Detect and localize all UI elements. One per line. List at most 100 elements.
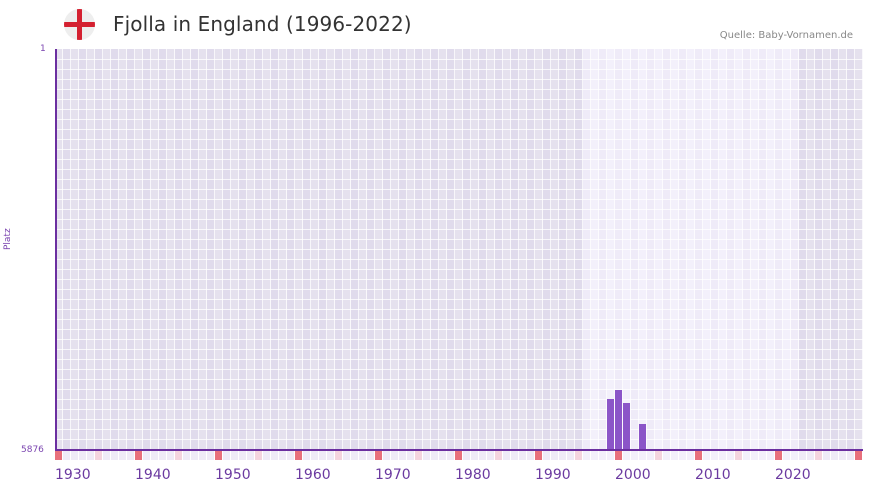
- grid-line: [55, 409, 863, 410]
- year-marker: [591, 451, 598, 460]
- grid-line: [55, 119, 863, 120]
- year-marker: [135, 451, 142, 460]
- year-marker: [511, 451, 518, 460]
- year-marker: [743, 451, 750, 460]
- grid-line: [55, 99, 863, 100]
- year-marker: [287, 451, 294, 460]
- year-marker: [191, 451, 198, 460]
- grid-line: [55, 389, 863, 390]
- grid-line: [55, 109, 863, 110]
- year-marker: [767, 451, 774, 460]
- year-marker: [639, 451, 646, 460]
- grid-line: [55, 249, 863, 250]
- year-marker: [223, 451, 230, 460]
- year-marker: [527, 451, 534, 460]
- grid-line: [55, 299, 863, 300]
- x-tick-label: 1960: [295, 467, 331, 483]
- grid-line: [55, 169, 863, 170]
- grid-line: [55, 179, 863, 180]
- grid-line: [55, 189, 863, 190]
- year-marker: [143, 451, 150, 460]
- year-marker: [735, 451, 742, 460]
- year-marker: [439, 451, 446, 460]
- x-axis-line: [55, 449, 863, 451]
- grid-line: [55, 149, 863, 150]
- year-marker: [703, 451, 710, 460]
- rank-bar[interactable]: [639, 423, 646, 450]
- grid-line: [55, 309, 863, 310]
- year-marker: [391, 451, 398, 460]
- year-marker: [535, 451, 542, 460]
- grid-line: [55, 419, 863, 420]
- y-tick-bottom: 5876: [21, 445, 44, 455]
- year-marker: [239, 451, 246, 460]
- year-marker: [647, 451, 654, 460]
- year-marker: [103, 451, 110, 460]
- year-marker: [375, 451, 382, 460]
- year-marker: [839, 451, 846, 460]
- year-marker: [607, 451, 614, 460]
- year-marker: [487, 451, 494, 460]
- year-marker: [199, 451, 206, 460]
- grid-line: [55, 279, 863, 280]
- year-marker: [247, 451, 254, 460]
- year-marker: [359, 451, 366, 460]
- year-marker: [575, 451, 582, 460]
- grid-line: [55, 399, 863, 400]
- year-marker: [159, 451, 166, 460]
- year-marker: [271, 451, 278, 460]
- grid-line: [55, 219, 863, 220]
- year-marker: [655, 451, 662, 460]
- year-marker: [727, 451, 734, 460]
- x-tick-label: 2000: [615, 467, 651, 483]
- rank-bar[interactable]: [615, 389, 622, 450]
- year-marker: [407, 451, 414, 460]
- x-tick-label: 2010: [695, 467, 731, 483]
- year-marker: [463, 451, 470, 460]
- grid-line: [55, 239, 863, 240]
- x-tick-label: 1970: [375, 467, 411, 483]
- year-marker: [95, 451, 102, 460]
- x-tick-label: 1950: [215, 467, 251, 483]
- rank-bar[interactable]: [607, 399, 614, 450]
- year-marker: [823, 451, 830, 460]
- grid-line: [55, 369, 863, 370]
- year-marker: [751, 451, 758, 460]
- year-marker: [351, 451, 358, 460]
- year-marker: [279, 451, 286, 460]
- year-marker: [711, 451, 718, 460]
- year-marker: [671, 451, 678, 460]
- year-marker: [231, 451, 238, 460]
- year-marker: [175, 451, 182, 460]
- year-marker: [63, 451, 70, 460]
- year-marker: [335, 451, 342, 460]
- plot-area: [55, 49, 863, 450]
- rank-bar[interactable]: [623, 402, 630, 450]
- year-marker: [471, 451, 478, 460]
- year-marker: [831, 451, 838, 460]
- year-marker: [423, 451, 430, 460]
- year-marker: [599, 451, 606, 460]
- year-marker: [367, 451, 374, 460]
- year-marker: [799, 451, 806, 460]
- grid-line: [55, 159, 863, 160]
- grid-line: [55, 79, 863, 80]
- year-marker: [815, 451, 822, 460]
- x-tick-label: 2020: [775, 467, 811, 483]
- year-marker: [87, 451, 94, 460]
- grid-line: [55, 379, 863, 380]
- year-marker: [495, 451, 502, 460]
- grid-line: [55, 259, 863, 260]
- year-marker: [775, 451, 782, 460]
- grid-line: [55, 349, 863, 350]
- grid-line: [55, 129, 863, 130]
- year-marker: [759, 451, 766, 460]
- year-marker: [663, 451, 670, 460]
- year-marker: [207, 451, 214, 460]
- y-axis-line: [55, 49, 57, 451]
- x-tick-label: 1980: [455, 467, 491, 483]
- grid-line: [55, 439, 863, 440]
- year-marker: [783, 451, 790, 460]
- year-marker: [583, 451, 590, 460]
- x-tick-label: 1930: [55, 467, 91, 483]
